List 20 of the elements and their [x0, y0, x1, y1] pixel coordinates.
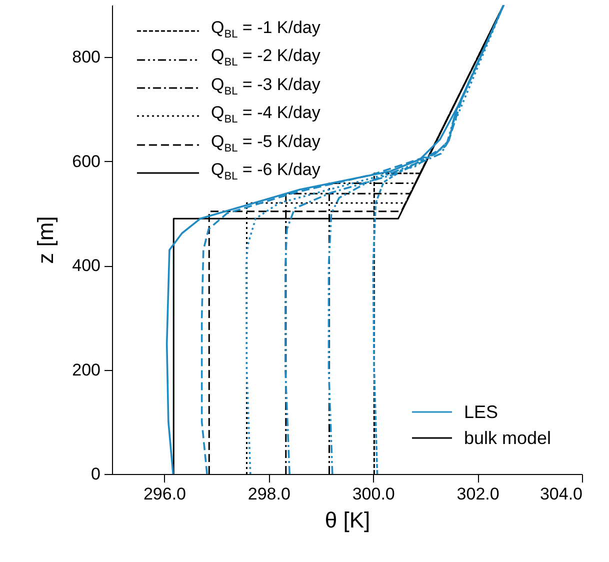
y-tick-label: 400 — [72, 256, 100, 276]
annotation: bulk model — [464, 427, 552, 450]
legend-label: Q$_{BL}$ = -2 K/day — [211, 45, 320, 71]
legend-label: Q$_{BL}$ = -3 K/day — [211, 74, 320, 100]
y-tick-label: 600 — [72, 152, 100, 171]
x-tick-label: 300.0 — [352, 484, 395, 504]
legend-label: Q$_{BL}$ = -4 K/day — [211, 102, 320, 128]
y-tick-label: 0 — [91, 464, 100, 484]
x-tick-label: 298.0 — [248, 484, 290, 504]
x-axis-title: θ [K] — [324, 508, 370, 532]
legend-label: Q$_{BL}$ = -5 K/day — [211, 130, 320, 156]
legend-label: Q$_{BL}$ = -6 K/day — [211, 158, 320, 184]
x-tick-label: 302.0 — [456, 484, 500, 504]
x-tick-label: 296.0 — [143, 484, 186, 504]
y-axis-title: z [m] — [33, 216, 58, 264]
y-tick-label: 800 — [72, 48, 100, 67]
annotation: LES — [464, 401, 498, 424]
legend-label: Q$_{BL}$ = -1 K/day — [211, 17, 320, 42]
x-tick-label: 304.0 — [540, 484, 582, 504]
y-tick-label: 200 — [72, 360, 100, 380]
